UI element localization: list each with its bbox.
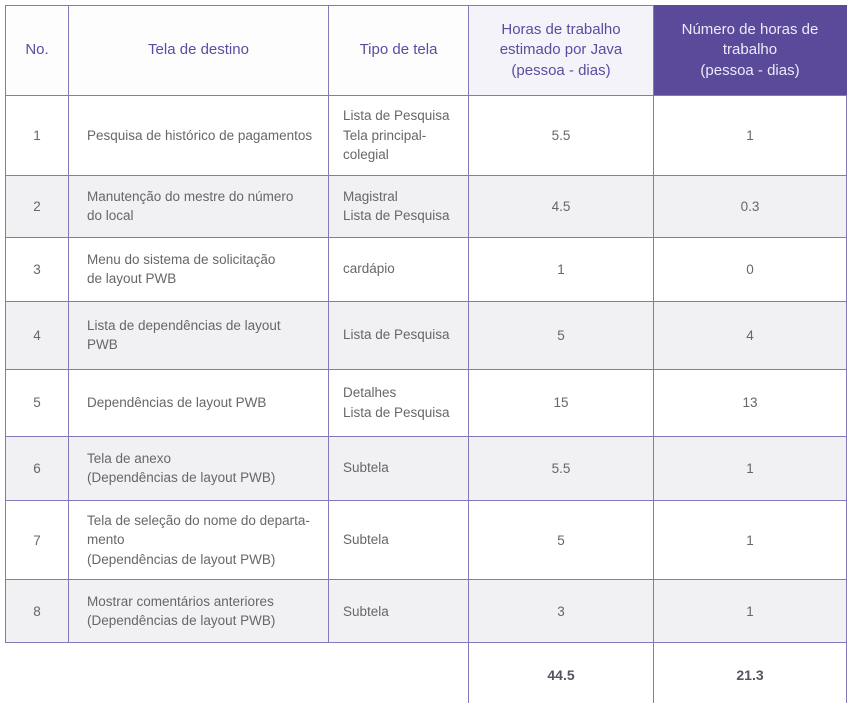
cell-numero-horas: 13 (653, 368, 847, 437)
cell-numero-horas: 1 (653, 435, 847, 501)
table-row: 4 Lista de dependências de layout PWB Li… (5, 300, 847, 370)
cell-numero-horas: 0.3 (653, 174, 847, 238)
estimation-table: No. Tela de destino Tipo de tela Horas d… (5, 5, 847, 703)
cell-tipo-tela: Detalhes Lista de Pesquisa (328, 368, 469, 437)
cell-numero-horas: 1 (653, 579, 847, 644)
cell-numero-horas: 1 (653, 95, 847, 176)
cell-tela-destino: Dependências de layout PWB (68, 368, 329, 437)
cell-horas-java: 1 (468, 236, 654, 302)
cell-horas-java: 5 (468, 300, 654, 370)
table-row: 7 Tela de seleção do nome do departa- me… (5, 499, 847, 581)
cell-tipo-tela: Subtela (328, 579, 469, 644)
cell-horas-java: 4.5 (468, 174, 654, 238)
cell-row-number: 5 (5, 368, 69, 437)
table-row: 2 Manutenção do mestre do número do loca… (5, 174, 847, 238)
table-header-row: No. Tela de destino Tipo de tela Horas d… (5, 5, 847, 96)
cell-tela-destino: Mostrar comentários anteriores (Dependên… (68, 579, 329, 644)
cell-tipo-tela: Subtela (328, 435, 469, 501)
table-row: 8 Mostrar comentários anteriores (Depend… (5, 579, 847, 644)
cell-row-number: 1 (5, 95, 69, 176)
cell-horas-java: 5.5 (468, 435, 654, 501)
cell-horas-java: 15 (468, 368, 654, 437)
cell-tela-destino: Tela de anexo (Dependências de layout PW… (68, 435, 329, 501)
cell-row-number: 6 (5, 435, 69, 501)
table-row: 6 Tela de anexo (Dependências de layout … (5, 435, 847, 501)
header-cell-no: No. (5, 5, 69, 96)
cell-numero-horas: 0 (653, 236, 847, 302)
cell-tipo-tela: Magistral Lista de Pesquisa (328, 174, 469, 238)
cell-tela-destino: Pesquisa de histórico de pagamentos (68, 95, 329, 176)
cell-row-number: 2 (5, 174, 69, 238)
totals-row: 44.5 21.3 (6, 642, 847, 703)
table-row: 5 Dependências de layout PWB Detalhes Li… (5, 368, 847, 437)
table-row: 3 Menu do sistema de solicitação de layo… (5, 236, 847, 302)
cell-tipo-tela: Lista de Pesquisa Tela principal- colegi… (328, 95, 469, 176)
cell-tipo-tela: Subtela (328, 499, 469, 581)
cell-horas-java: 5 (468, 499, 654, 581)
totals-spacer (6, 643, 469, 703)
cell-tipo-tela: cardápio (328, 236, 469, 302)
header-cell-numero-horas: Número de horas de trabalho (pessoa - di… (653, 5, 847, 96)
cell-horas-java: 3 (468, 579, 654, 644)
cell-tela-destino: Menu do sistema de solicitação de layout… (68, 236, 329, 302)
cell-numero-horas: 4 (653, 300, 847, 370)
table-row: 1 Pesquisa de histórico de pagamentos Li… (5, 95, 847, 176)
cell-numero-horas: 1 (653, 499, 847, 581)
cell-row-number: 3 (5, 236, 69, 302)
cell-tipo-tela: Lista de Pesquisa (328, 300, 469, 370)
cell-row-number: 7 (5, 499, 69, 581)
total-numero-horas: 21.3 (653, 642, 847, 703)
total-horas-java: 44.5 (468, 642, 654, 703)
cell-tela-destino: Manutenção do mestre do número do local (68, 174, 329, 238)
header-cell-tipo-tela: Tipo de tela (328, 5, 469, 96)
cell-horas-java: 5.5 (468, 95, 654, 176)
cell-row-number: 8 (5, 579, 69, 644)
header-cell-horas-java: Horas de trabalho estimado por Java (pes… (468, 5, 654, 96)
cell-tela-destino: Lista de dependências de layout PWB (68, 300, 329, 370)
cell-tela-destino: Tela de seleção do nome do departa- ment… (68, 499, 329, 581)
header-cell-tela-destino: Tela de destino (68, 5, 329, 96)
cell-row-number: 4 (5, 300, 69, 370)
